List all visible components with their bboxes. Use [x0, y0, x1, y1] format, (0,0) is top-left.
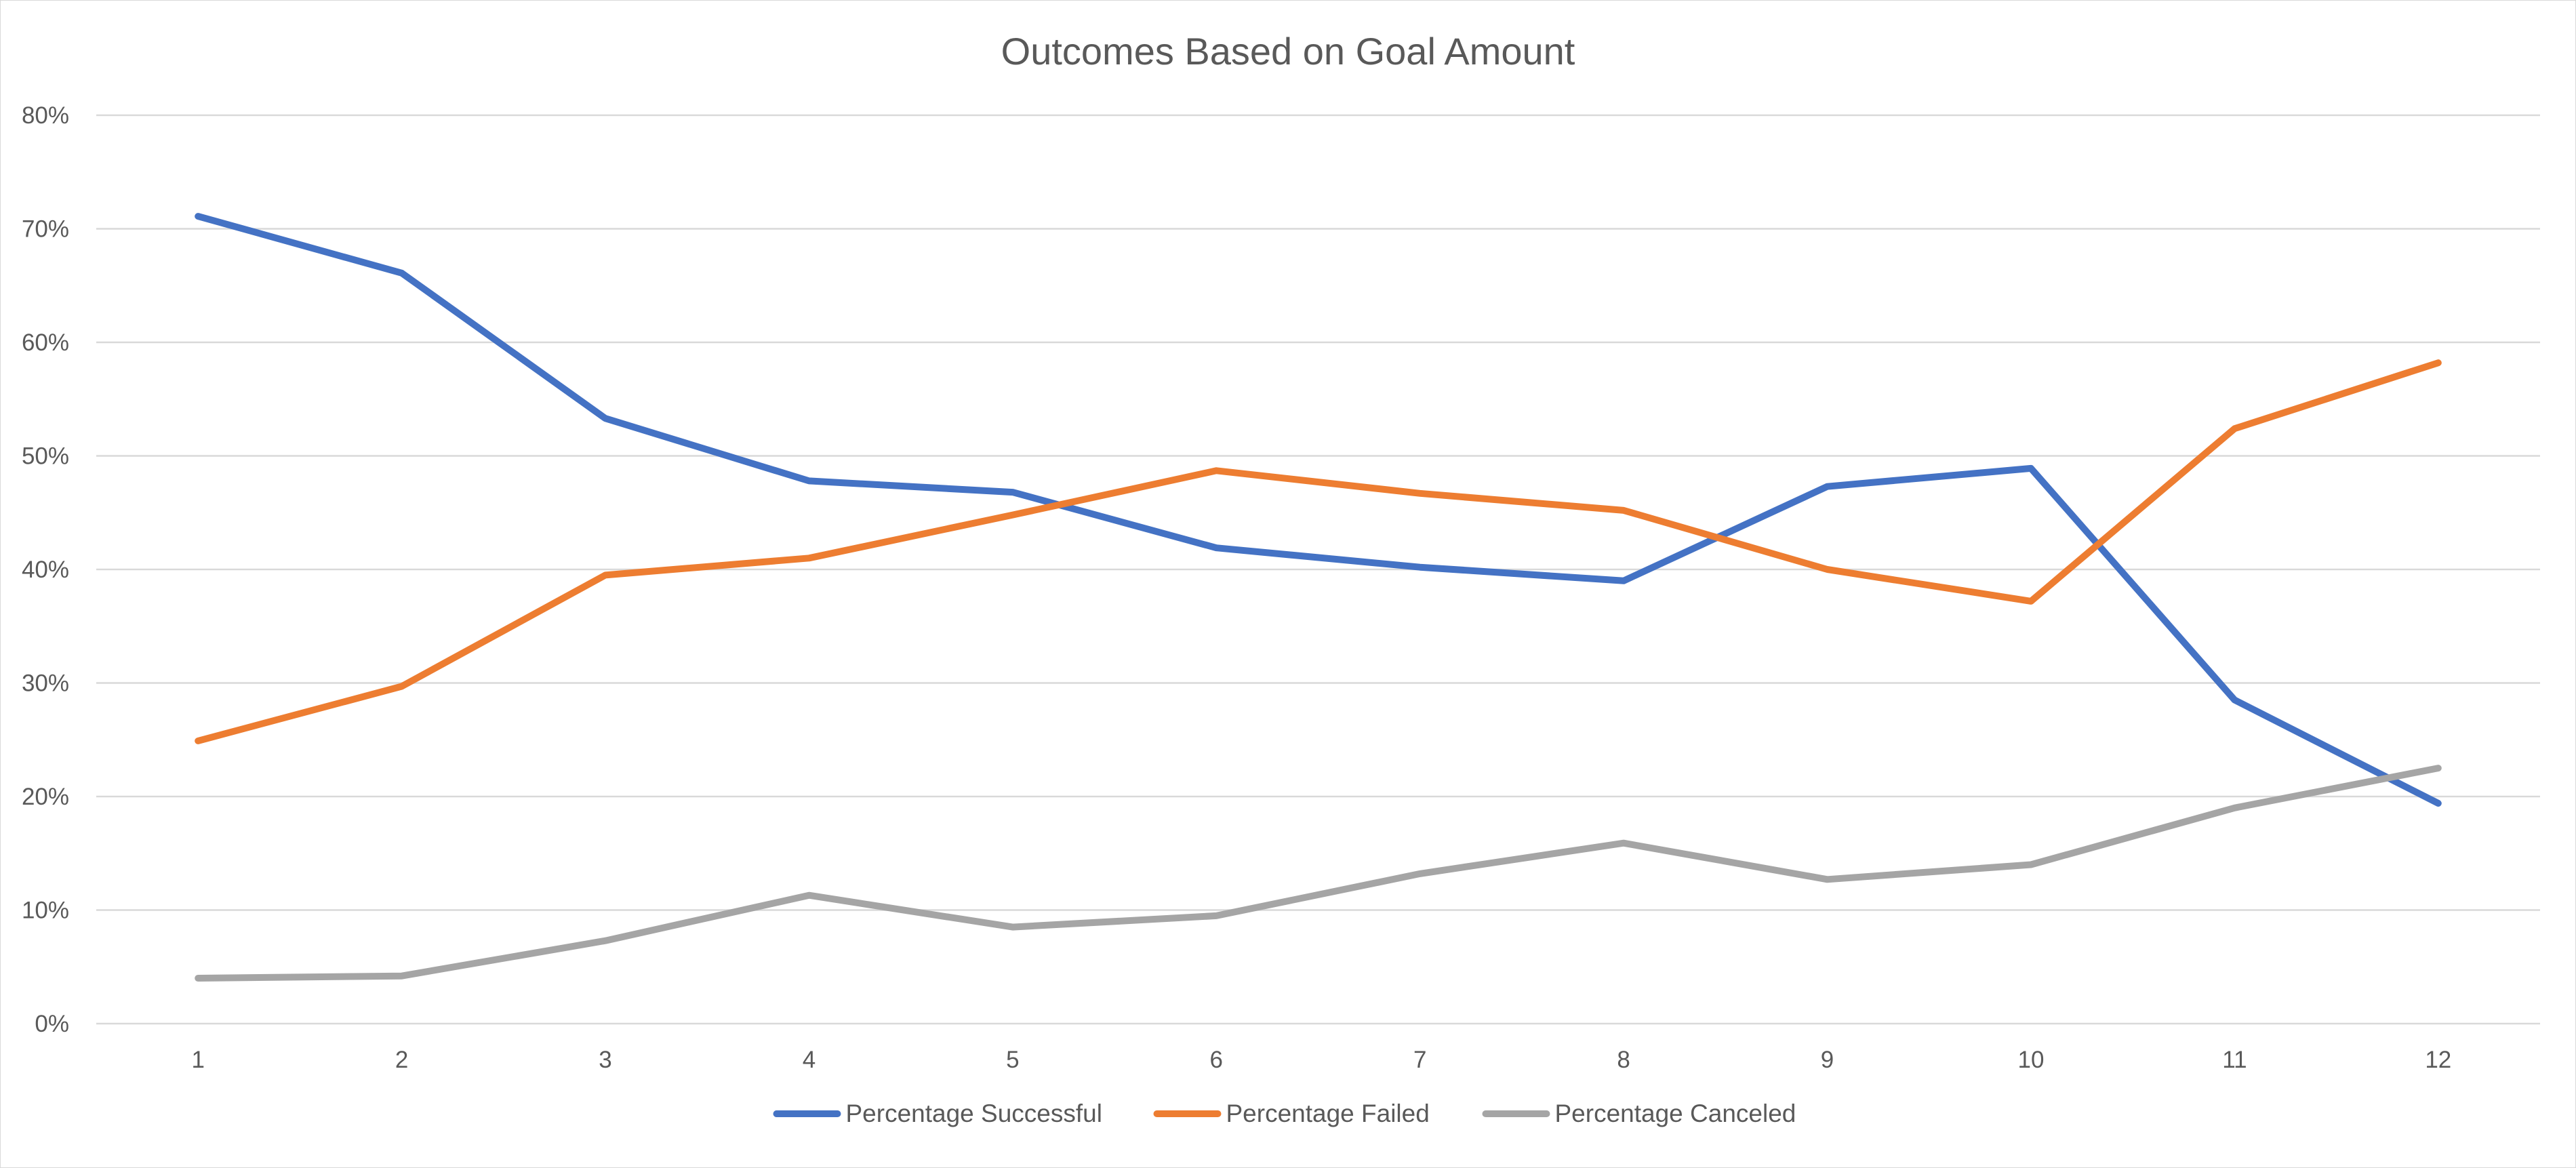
y-axis-tick-labels: 0% 10% 20% 30% 40% 50% 60% 70% 80%	[22, 102, 69, 1037]
y-tick-label: 50%	[22, 443, 69, 470]
x-tick-label: 7	[1413, 1047, 1426, 1073]
y-tick-label: 20%	[22, 784, 69, 810]
x-tick-label: 5	[1006, 1047, 1019, 1073]
legend-label: Percentage Successful	[846, 1100, 1102, 1127]
series-line-percentage-failed	[195, 359, 2442, 744]
y-tick-label: 40%	[22, 557, 69, 583]
x-tick-label: 10	[2017, 1047, 2044, 1073]
legend-label: Percentage Canceled	[1555, 1100, 1796, 1127]
x-tick-label: 9	[1821, 1047, 1834, 1073]
x-tick-label: 12	[2425, 1047, 2451, 1073]
y-tick-label: 0%	[35, 1011, 69, 1037]
y-tick-label: 70%	[22, 216, 69, 243]
legend: Percentage Successful Percentage Failed Pe…	[773, 1100, 1796, 1127]
x-axis-tick-labels: 1 2 3 4 5 6 7 8 9 10 11 12	[191, 1047, 2451, 1073]
y-tick-label: 60%	[22, 329, 69, 356]
x-tick-label: 3	[599, 1047, 611, 1073]
series-line-percentage-canceled	[195, 765, 2442, 982]
chart-title: Outcomes Based on Goal Amount	[1001, 30, 1575, 73]
x-tick-label: 11	[2222, 1047, 2247, 1073]
y-tick-label: 10%	[22, 898, 69, 924]
series-line-percentage-successful	[195, 213, 2442, 807]
x-tick-label: 2	[395, 1047, 408, 1073]
x-tick-label: 1	[191, 1047, 204, 1073]
series-lines	[195, 213, 2442, 982]
x-tick-label: 8	[1617, 1047, 1630, 1073]
x-tick-label: 4	[803, 1047, 816, 1073]
gridlines	[96, 114, 2540, 1025]
legend-item: Percentage Canceled	[1482, 1100, 1796, 1127]
y-tick-label: 30%	[22, 670, 69, 697]
legend-item: Percentage Successful	[773, 1100, 1102, 1127]
legend-label: Percentage Failed	[1226, 1100, 1430, 1127]
y-tick-label: 80%	[22, 102, 69, 129]
x-tick-label: 6	[1210, 1047, 1223, 1073]
legend-item: Percentage Failed	[1153, 1100, 1430, 1127]
